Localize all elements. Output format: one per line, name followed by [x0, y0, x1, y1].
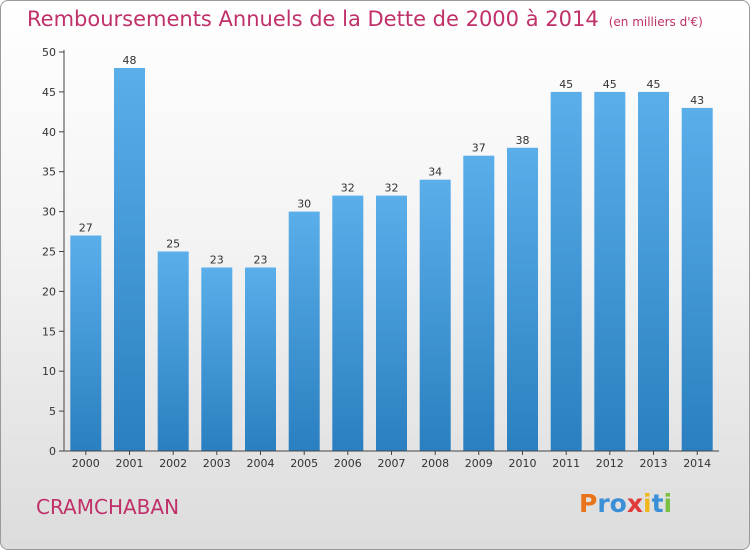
x-tick-label-2005: 2005	[290, 457, 318, 470]
bar-2004	[245, 267, 276, 451]
data-label-2003: 23	[210, 254, 224, 267]
x-tick-label-2014: 2014	[683, 457, 711, 470]
bar-2013	[638, 91, 669, 452]
logo-letter: i	[663, 489, 673, 518]
data-label-2001: 48	[123, 54, 137, 67]
y-tick-label-45: 45	[42, 86, 56, 99]
x-tick-label-2002: 2002	[159, 457, 187, 470]
y-tick-label-35: 35	[42, 166, 56, 179]
x-tick-label-2000: 2000	[72, 457, 100, 470]
logo-letter: t	[651, 489, 664, 518]
logo-letter: r	[597, 489, 610, 518]
bar-2002	[157, 251, 189, 451]
data-label-2013: 45	[647, 78, 661, 91]
data-label-2007: 32	[385, 182, 399, 195]
bar-2006	[332, 195, 364, 451]
y-tick-label-20: 20	[42, 285, 56, 298]
x-tick-label-2010: 2010	[509, 457, 537, 470]
y-tick-label-10: 10	[42, 365, 56, 378]
data-label-2005: 30	[297, 198, 311, 211]
data-label-2010: 38	[516, 134, 530, 147]
x-tick-label-2011: 2011	[552, 457, 580, 470]
chart-title-text: Remboursements Annuels de la Dette de 20…	[27, 7, 599, 31]
bar-2008	[419, 179, 451, 451]
x-tick-label-2001: 2001	[116, 457, 144, 470]
y-tick-label-40: 40	[42, 126, 56, 139]
data-label-2014: 43	[690, 94, 704, 107]
data-label-2009: 37	[472, 142, 486, 155]
bar-2005	[288, 211, 320, 451]
x-tick-label-2003: 2003	[203, 457, 231, 470]
bar-2012	[594, 91, 626, 452]
data-label-2008: 34	[428, 166, 442, 179]
logo-letter: x	[626, 489, 643, 518]
x-tick-label-2012: 2012	[596, 457, 624, 470]
x-tick-label-2006: 2006	[334, 457, 362, 470]
x-tick-label-2004: 2004	[247, 457, 275, 470]
bar-2014	[681, 107, 713, 452]
city-name: CRAMCHABAN	[36, 495, 180, 519]
x-tick-label-2013: 2013	[640, 457, 668, 470]
y-tick-label-5: 5	[49, 405, 56, 418]
bar-2009	[463, 155, 495, 451]
y-tick-label-25: 25	[42, 246, 56, 259]
logo-letter: P	[579, 489, 598, 518]
bar-2010	[507, 147, 538, 452]
data-label-2002: 25	[166, 238, 180, 251]
proxiti-logo: Proxiti	[579, 489, 672, 518]
bar-2001	[114, 68, 145, 451]
data-label-2000: 27	[79, 222, 93, 235]
chart-title: Remboursements Annuels de la Dette de 20…	[27, 7, 703, 31]
x-tick-label-2007: 2007	[378, 457, 406, 470]
bar-2000	[70, 235, 102, 451]
y-tick-label-0: 0	[49, 445, 56, 458]
data-label-2012: 45	[603, 78, 617, 91]
bar-2011	[550, 91, 582, 452]
logo-letter: i	[643, 489, 652, 518]
x-tick-label-2009: 2009	[465, 457, 493, 470]
data-label-2004: 23	[254, 254, 268, 267]
data-label-2011: 45	[559, 78, 573, 91]
logo-letter: o	[609, 489, 627, 518]
x-tick-label-2008: 2008	[421, 457, 449, 470]
y-tick-label-15: 15	[42, 325, 56, 338]
bar-2003	[201, 267, 233, 451]
bar-2007	[376, 195, 407, 451]
y-tick-label-50: 50	[42, 46, 56, 59]
chart-subtitle: (en milliers d'€)	[608, 15, 703, 29]
y-tick-label-30: 30	[42, 206, 56, 219]
data-label-2006: 32	[341, 182, 355, 195]
